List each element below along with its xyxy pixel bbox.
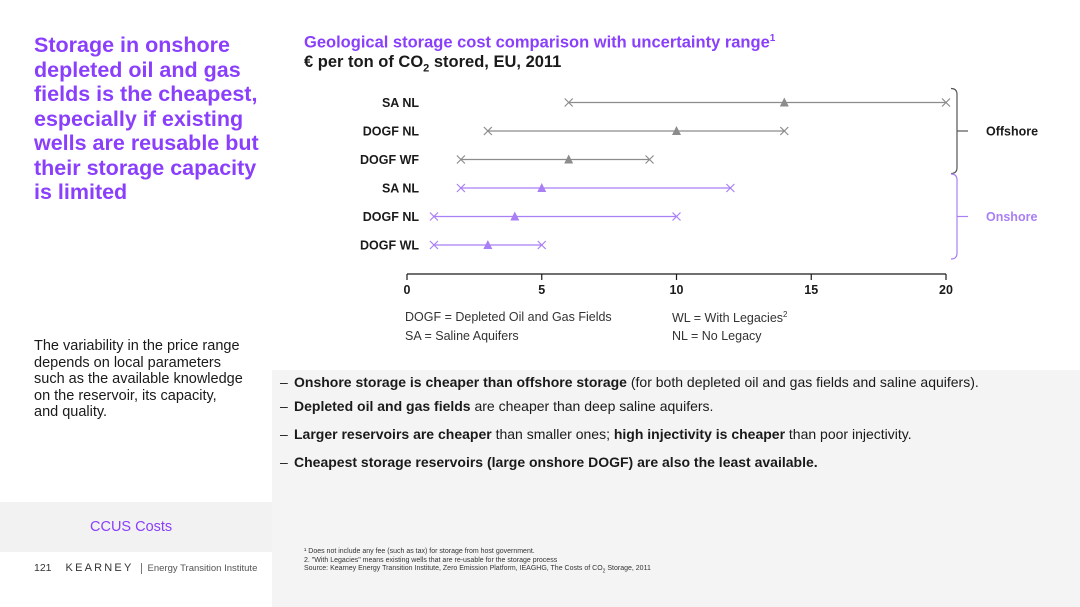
source-after: Storage, 2011: [605, 565, 651, 572]
range-max-marker: [645, 155, 654, 164]
range-min-marker: [456, 183, 466, 193]
headline: Storage in onshore depleted oil and gas …: [34, 33, 259, 204]
range-max-marker: [941, 98, 951, 107]
x-tick-label: 20: [939, 283, 953, 297]
x-tick-label: 5: [538, 283, 545, 297]
legend-nl: NL = No Legacy: [672, 329, 762, 343]
source-before: Source: Kearney Energy Transition Instit…: [304, 565, 603, 572]
row-label: DOGF NL: [363, 210, 420, 224]
legend-wl-text: WL = With Legacies: [672, 311, 784, 326]
row-label: DOGF WL: [360, 239, 419, 253]
range-min-marker: [456, 155, 466, 164]
bullet-text: (for both depleted oil and gas fields an…: [626, 374, 979, 390]
midpoint-marker: [779, 97, 789, 107]
range-min-marker: [429, 212, 439, 221]
row-label: DOGF NL: [363, 125, 420, 139]
range-max-marker: [537, 240, 547, 250]
footer: 121 KEARNEY Energy Transition Institute: [34, 562, 257, 574]
section-band: [0, 502, 272, 552]
row-label: SA NL: [382, 182, 419, 196]
group-bracket: [950, 173, 958, 260]
bullet-dash: –: [280, 426, 288, 442]
bullet-bold-text: Onshore storage is cheaper than offshore…: [294, 374, 627, 390]
group-bracket: [950, 87, 958, 175]
bullet-bold-text: high injectivity is cheaper: [613, 426, 786, 442]
bullet-text: than smaller ones;: [491, 426, 614, 442]
bullet-bold-text: Depleted oil and gas fields: [294, 398, 471, 414]
brand-logo: KEARNEY: [65, 562, 134, 574]
x-tick-label: 15: [804, 283, 818, 297]
page-number: 121: [34, 562, 52, 574]
source-sub: 2: [602, 568, 606, 575]
legend-dogf: DOGF = Depleted Oil and Gas Fields: [405, 310, 612, 324]
x-tick-label: 10: [670, 283, 684, 297]
row-label: DOGF WF: [360, 153, 419, 167]
bullet-dash: –: [280, 398, 288, 414]
legend-wl-mark: 2: [783, 310, 788, 319]
group-label: Offshore: [986, 125, 1038, 139]
bullet-item: – Cheapest storage reservoirs (large onsh…: [280, 454, 818, 471]
institute-name: Energy Transition Institute: [147, 562, 258, 574]
subtitle-sub: 2: [423, 62, 430, 75]
footnotes: ¹ Does not include any fee (such as tax)…: [304, 548, 651, 576]
range-min-marker: [429, 240, 439, 250]
subtitle-before: € per ton of CO: [304, 53, 424, 71]
footer-divider: [140, 562, 142, 574]
section-label[interactable]: CCUS Costs: [90, 519, 173, 535]
midpoint-marker: [564, 154, 574, 164]
subtitle-after: stored, EU, 2011: [429, 53, 562, 71]
row-label: SA NL: [382, 96, 419, 110]
source-note: Source: Kearney Energy Transition Instit…: [304, 565, 651, 576]
chart-subtitle: € per ton of CO2 stored, EU, 2011: [304, 53, 561, 74]
footnote-2: 2. "With Legacies" means existing wells …: [304, 556, 558, 564]
midpoint-marker: [510, 211, 520, 221]
bullet-dash: –: [280, 374, 288, 390]
range-min-marker: [483, 126, 493, 136]
chart-title-text: Geological storage cost comparison with …: [304, 33, 770, 52]
chart-area: [272, 0, 1080, 370]
bullet-bold-text: Larger reservoirs are cheaper: [294, 426, 492, 442]
chart-title: Geological storage cost comparison with …: [304, 33, 775, 53]
group-label: Onshore: [986, 210, 1037, 224]
bullet-item: – Depleted oil and gas fields are cheaper…: [280, 398, 713, 415]
range-max-marker: [725, 183, 735, 193]
bullet-item: – Larger reservoirs are cheaper than smal…: [280, 426, 912, 443]
bullet-bold-text: Cheapest storage reservoirs (large onsho…: [294, 454, 818, 470]
x-tick-label: 0: [404, 283, 411, 297]
range-min-marker: [564, 98, 574, 107]
body-note: The variability in the price range depen…: [34, 338, 243, 420]
midpoint-marker: [672, 126, 681, 135]
footnote-1: ¹ Does not include any fee (such as tax)…: [304, 548, 535, 555]
bullet-dash: –: [280, 454, 288, 470]
legend-wl: WL = With Legacies2: [672, 310, 788, 325]
legend-sa: SA = Saline Aquifers: [405, 329, 519, 343]
range-chart: SA NL DOGF NL DOGF WF SA NL DOGF NL DOGF WL 0 5…: [360, 87, 1038, 297]
left-panel: Storage in onshore depleted oil and gas …: [0, 0, 272, 607]
midpoint-marker: [483, 240, 493, 249]
midpoint-marker: [537, 183, 547, 192]
range-max-marker: [779, 126, 789, 136]
chart-title-footnote-mark: 1: [769, 33, 776, 44]
bullet-item: – Onshore storage is cheaper than offshor…: [280, 374, 979, 391]
range-max-marker: [672, 212, 681, 221]
bullet-text: than poor injectivity.: [785, 426, 912, 442]
bullet-text: are cheaper than deep saline aquifers.: [470, 398, 714, 414]
